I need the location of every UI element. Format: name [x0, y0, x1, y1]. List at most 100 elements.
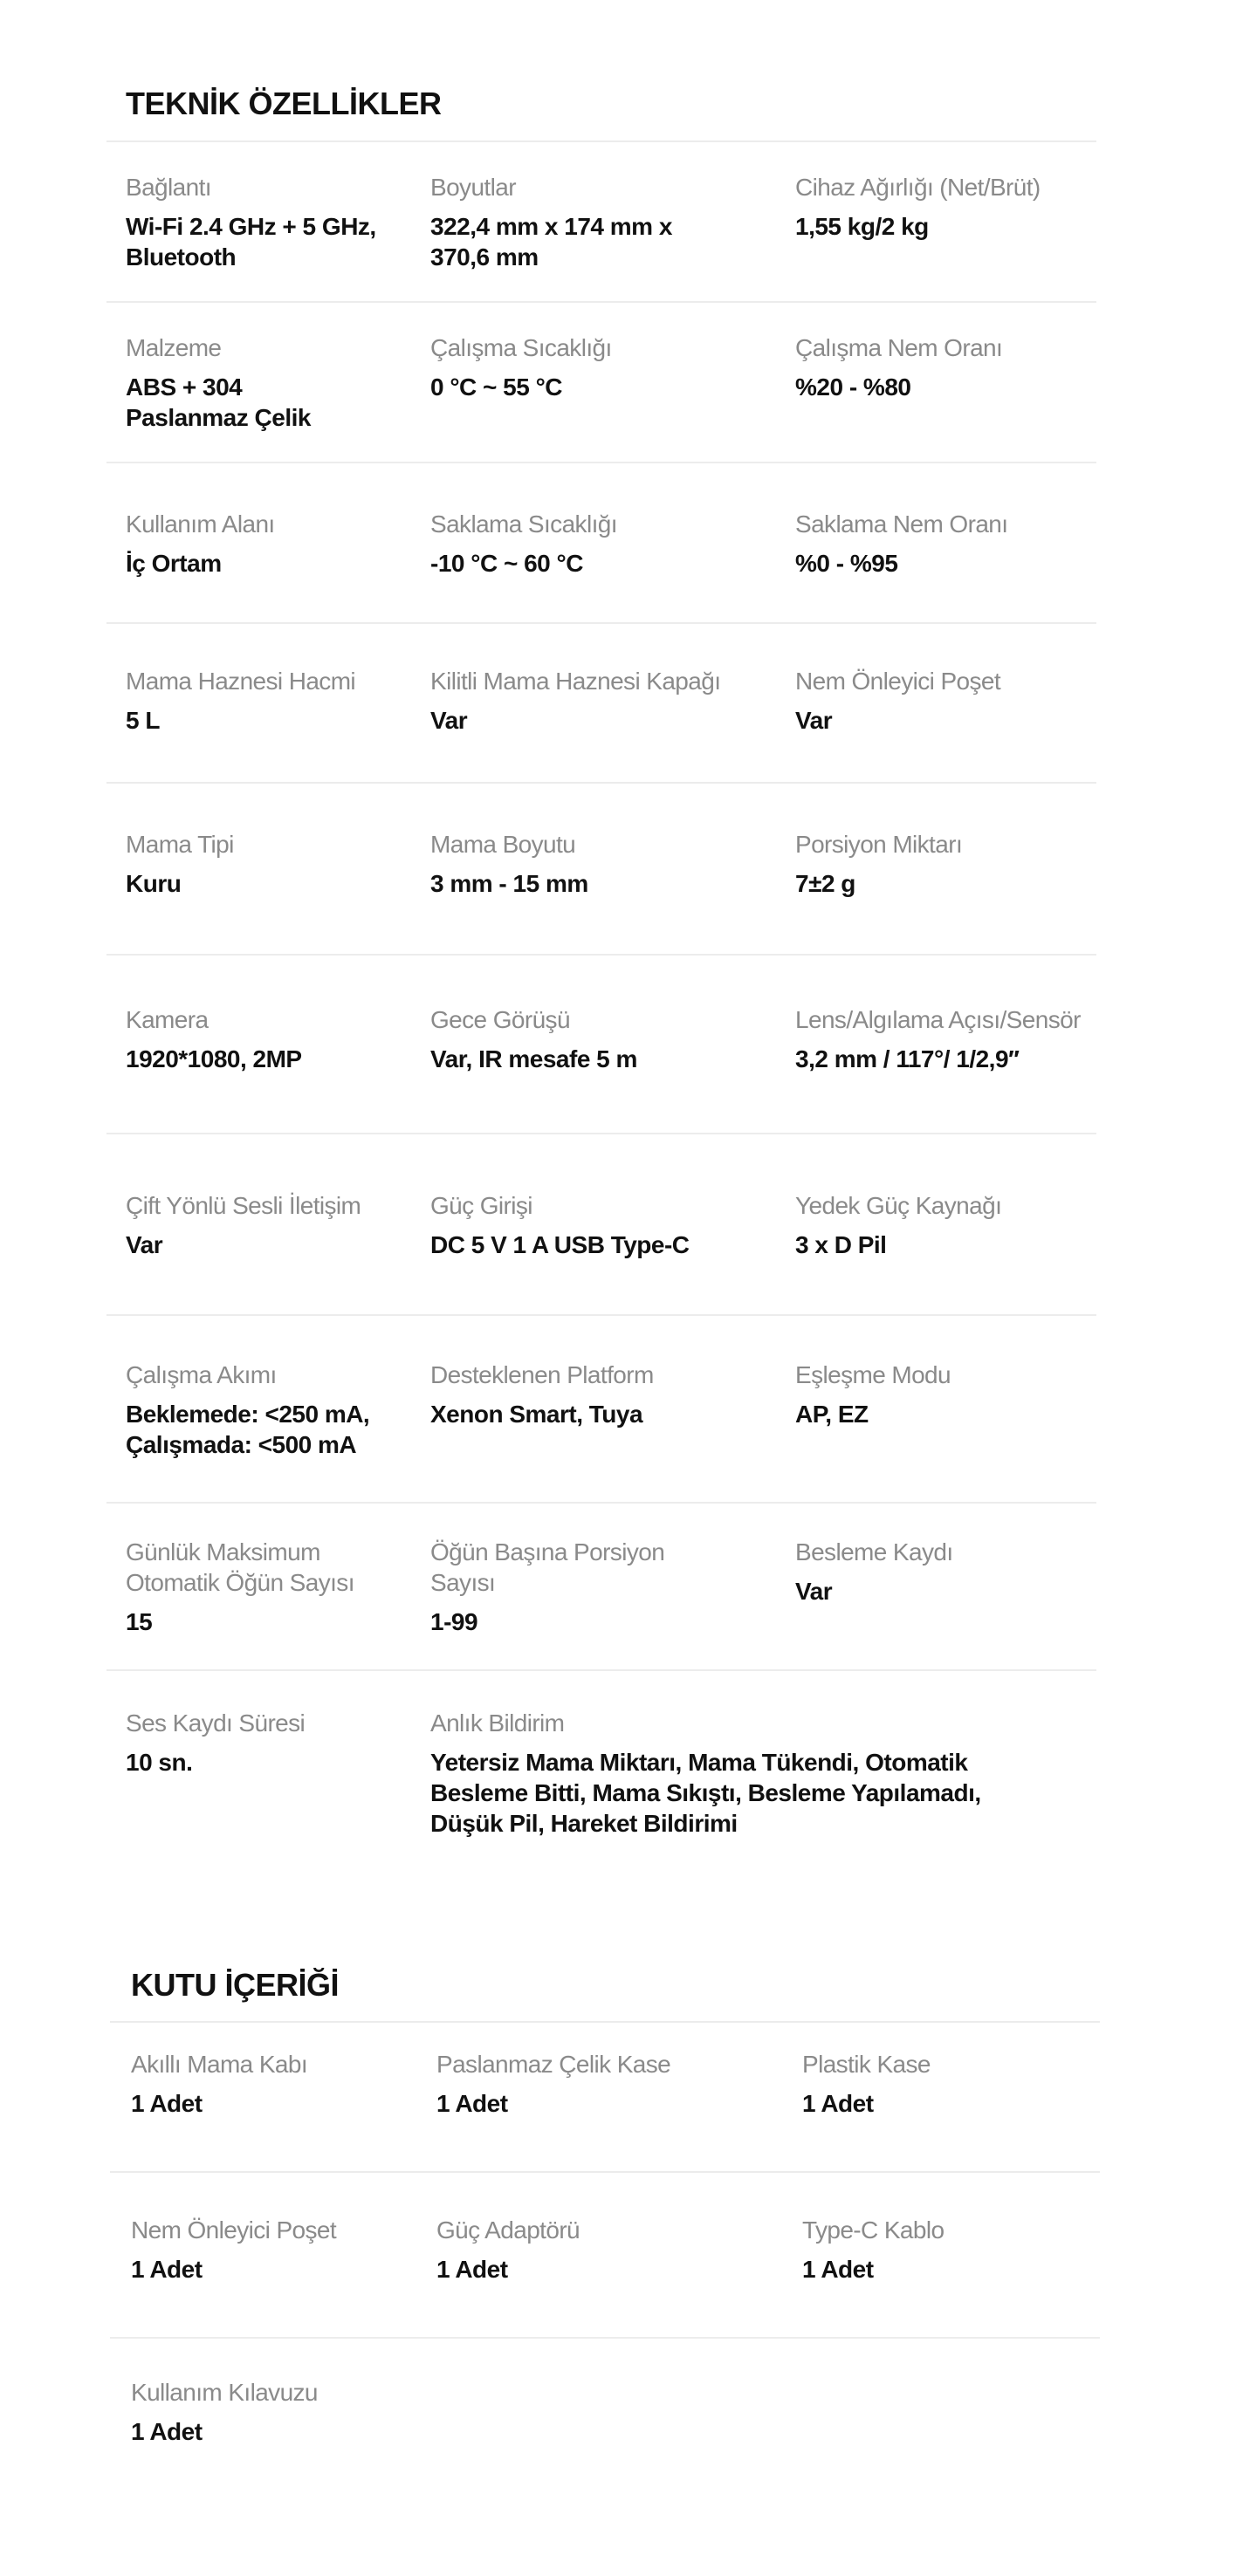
spec-value: 7±2 g [795, 870, 855, 897]
spec-value: DC 5 V 1 A USB Type-C [430, 1231, 690, 1258]
spec-item: Type-C Kablo 1 Adet [802, 2215, 944, 2285]
spec-value: 1 Adet [802, 2256, 874, 2283]
spec-item: Kullanım Kılavuzu 1 Adet [131, 2377, 319, 2447]
spec-value: ABS + 304 Paslanmaz Çelik [126, 373, 311, 431]
spec-label: Günlük Maksimum Otomatik Öğün Sayısı [126, 1538, 354, 1596]
spec-item: Nem Önleyici Poşet 1 Adet [131, 2215, 337, 2285]
spec-value: Kuru [126, 870, 182, 897]
spec-item: Gece Görüşü Var, IR mesafe 5 m [430, 1004, 637, 1074]
spec-value: 322,4 mm x 174 mm x 370,6 mm [430, 213, 672, 271]
spec-value: 1 Adet [436, 2090, 508, 2117]
spec-value: Wi-Fi 2.4 GHz + 5 GHz, Bluetooth [126, 213, 376, 271]
spec-row: Kullanım Alanı İç Ortam Saklama Sıcaklığı -… [106, 462, 1096, 577]
spec-label: Öğün Başına Porsiyon Sayısı [430, 1538, 665, 1596]
spec-label: Güç Girişi [430, 1192, 533, 1219]
spec-value: -10 °C ~ 60 °C [430, 550, 583, 577]
spec-item: Nem Önleyici Poşet Var [795, 666, 1001, 736]
spec-value: 15 [126, 1608, 153, 1635]
spec-label: Çalışma Sıcaklığı [430, 334, 612, 361]
spec-item: Cihaz Ağırlığı (Net/Brüt) 1,55 kg/2 kg [795, 172, 1041, 242]
box-title: KUTU İÇERİĞİ [131, 1967, 340, 2003]
spec-label: Çift Yönlü Sesli İletişim [126, 1192, 361, 1219]
spec-value: 0 °C ~ 55 °C [430, 373, 563, 401]
spec-value: 1 Adet [802, 2090, 874, 2117]
spec-label: Saklama Nem Oranı [795, 510, 1008, 538]
spec-item: Mama Haznesi Hacmi 5 L [126, 666, 356, 736]
spec-item: Yedek Güç Kaynağı 3 x D Pil [795, 1190, 1002, 1260]
spec-label: Malzeme [126, 334, 222, 361]
spec-value: %20 - %80 [795, 373, 911, 401]
spec-value: 1 Adet [131, 2256, 203, 2283]
spec-label: Ses Kaydı Süresi [126, 1709, 306, 1737]
spec-item: Porsiyon Miktarı 7±2 g [795, 829, 963, 899]
spec-value: Xenon Smart, Tuya [430, 1401, 643, 1428]
spec-label: Gece Görüşü [430, 1006, 571, 1033]
spec-item: Çift Yönlü Sesli İletişim Var [126, 1190, 361, 1260]
spec-item: Güç Girişi DC 5 V 1 A USB Type-C [430, 1190, 690, 1260]
spec-item: Akıllı Mama Kabı 1 Adet [131, 2049, 308, 2119]
spec-item: Çalışma Sıcaklığı 0 °C ~ 55 °C [430, 332, 612, 402]
spec-value: Var [126, 1231, 163, 1258]
spec-label: Lens/Algılama Açısı/Sensör [795, 1006, 1081, 1033]
spec-row: Çalışma Akımı Beklemede: <250 mA, Çalışmad… [106, 1314, 1096, 1458]
spec-value: AP, EZ [795, 1401, 869, 1428]
spec-value: 1,55 kg/2 kg [795, 213, 929, 240]
spec-item: Eşleşme Modu AP, EZ [795, 1360, 951, 1429]
spec-label: Mama Tipi [126, 831, 234, 858]
spec-value: 1 Adet [131, 2418, 203, 2445]
spec-label: Type-C Kablo [802, 2216, 944, 2244]
spec-value: Var [430, 707, 468, 734]
spec-value: Var [795, 707, 833, 734]
spec-item: Güç Adaptörü 1 Adet [436, 2215, 580, 2285]
spec-value: Var [795, 1578, 833, 1605]
spec-item: Çalışma Nem Oranı %20 - %80 [795, 332, 1003, 402]
spec-item: Öğün Başına Porsiyon Sayısı 1-99 [430, 1537, 665, 1637]
spec-item: Günlük Maksimum Otomatik Öğün Sayısı 15 [126, 1537, 354, 1637]
spec-value: İç Ortam [126, 550, 222, 577]
specs-title: TEKNİK ÖZELLİKLER [126, 86, 442, 121]
spec-row: Kamera 1920*1080, 2MP Gece Görüşü Var, IR m… [106, 954, 1096, 1072]
spec-value: 1920*1080, 2MP [126, 1045, 302, 1072]
spec-value: 10 sn. [126, 1749, 193, 1776]
spec-item: Bağlantı Wi-Fi 2.4 GHz + 5 GHz, Bluetooth [126, 172, 376, 272]
spec-item: Kamera 1920*1080, 2MP [126, 1004, 302, 1074]
spec-item: Paslanmaz Çelik Kase 1 Adet [436, 2049, 671, 2119]
spec-label: Yedek Güç Kaynağı [795, 1192, 1002, 1219]
spec-item: Çalışma Akımı Beklemede: <250 mA, Çalışmad… [126, 1360, 370, 1460]
spec-row: Nem Önleyici Poşet 1 Adet Güç Adaptörü 1 Ad… [110, 2171, 1100, 2283]
spec-label: Porsiyon Miktarı [795, 831, 963, 858]
spec-item: Boyutlar 322,4 mm x 174 mm x 370,6 mm [430, 172, 672, 272]
spec-row: Akıllı Mama Kabı 1 Adet Paslanmaz Çelik Ka… [110, 2021, 1100, 2117]
spec-label: Nem Önleyici Poşet [795, 668, 1001, 695]
spec-item: Plastik Kase 1 Adet [802, 2049, 931, 2119]
spec-row: Malzeme ABS + 304 Paslanmaz Çelik Çalışma S… [106, 301, 1096, 431]
spec-label: Kullanım Kılavuzu [131, 2379, 319, 2406]
spec-label: Çalışma Nem Oranı [795, 334, 1003, 361]
spec-value: Beklemede: <250 mA, Çalışmada: <500 mA [126, 1401, 370, 1458]
spec-label: Kilitli Mama Haznesi Kapağı [430, 668, 721, 695]
spec-label: Mama Boyutu [430, 831, 576, 858]
spec-item: Kilitli Mama Haznesi Kapağı Var [430, 666, 721, 736]
spec-value: Var, IR mesafe 5 m [430, 1045, 637, 1072]
spec-row: Ses Kaydı Süresi 10 sn. Anlık Bildirim Yete… [106, 1669, 1096, 1837]
spec-item: Desteklenen Platform Xenon Smart, Tuya [430, 1360, 654, 1429]
spec-value: %0 - %95 [795, 550, 898, 577]
spec-label: Bağlantı [126, 174, 212, 201]
spec-value: 1-99 [430, 1608, 478, 1635]
spec-row: Günlük Maksimum Otomatik Öğün Sayısı 15 Öğü… [106, 1502, 1096, 1635]
spec-label: Cihaz Ağırlığı (Net/Brüt) [795, 174, 1041, 201]
spec-label: Nem Önleyici Poşet [131, 2216, 337, 2244]
spec-label: Boyutlar [430, 174, 517, 201]
spec-item: Malzeme ABS + 304 Paslanmaz Çelik [126, 332, 311, 433]
spec-label: Plastik Kase [802, 2051, 931, 2078]
spec-label: Saklama Sıcaklığı [430, 510, 618, 538]
spec-label: Desteklenen Platform [430, 1361, 654, 1388]
spec-value: 1 Adet [436, 2256, 508, 2283]
spec-label: Anlık Bildirim [430, 1709, 565, 1737]
spec-value: 1 Adet [131, 2090, 203, 2117]
spec-value: 3 x D Pil [795, 1231, 887, 1258]
spec-item: Ses Kaydı Süresi 10 sn. [126, 1708, 306, 1778]
spec-item: Besleme Kaydı Var [795, 1537, 953, 1607]
spec-label: Güç Adaptörü [436, 2216, 580, 2244]
spec-item: Lens/Algılama Açısı/Sensör 3,2 mm / 117°/… [795, 1004, 1081, 1074]
